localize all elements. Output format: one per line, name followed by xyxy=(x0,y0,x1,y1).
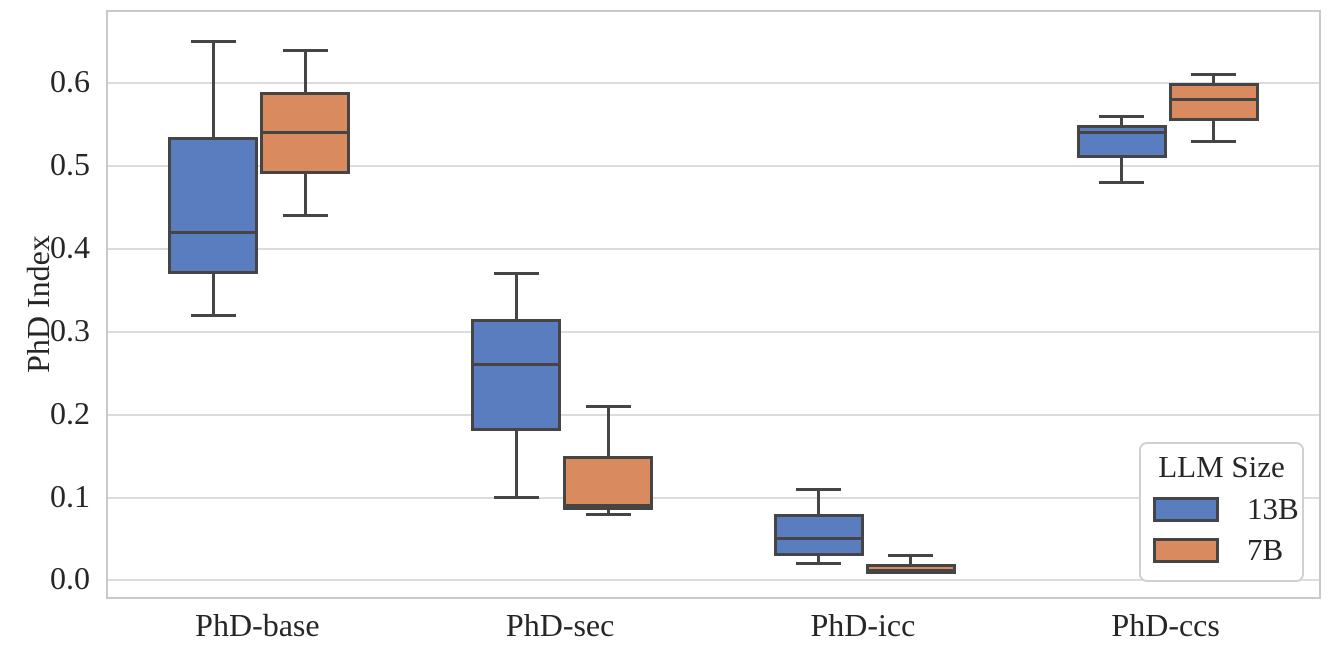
whisker xyxy=(211,41,215,138)
y-tick-label: 0.5 xyxy=(50,146,90,183)
whisker xyxy=(817,489,821,515)
whisker-cap xyxy=(493,272,539,276)
y-tick-label: 0.3 xyxy=(50,311,90,348)
legend-swatch-13b xyxy=(1153,496,1219,522)
median-line xyxy=(563,504,654,508)
gridline xyxy=(108,247,1319,250)
legend-title: LLM Size xyxy=(1158,449,1285,484)
whisker xyxy=(1212,74,1216,84)
median-line xyxy=(1168,98,1259,102)
whisker xyxy=(606,406,610,457)
whisker-cap xyxy=(282,214,328,218)
legend-item-7b: 7B xyxy=(1151,534,1292,566)
median-line xyxy=(168,230,259,234)
whisker xyxy=(817,555,821,564)
whisker xyxy=(1120,157,1124,183)
box xyxy=(865,563,956,573)
legend-label-13b: 13B xyxy=(1247,491,1299,526)
y-tick-label: 0.6 xyxy=(50,63,90,100)
median-line xyxy=(260,131,351,135)
median-line xyxy=(1076,131,1167,135)
box xyxy=(563,456,654,510)
x-tick-label: PhD-icc xyxy=(810,607,916,643)
whisker-cap xyxy=(493,496,539,500)
box xyxy=(168,137,259,274)
whisker xyxy=(303,174,307,216)
whisker-cap xyxy=(1191,73,1237,77)
whisker-cap xyxy=(190,40,236,44)
whisker-cap xyxy=(585,404,631,408)
whisker xyxy=(211,273,215,316)
whisker-cap xyxy=(585,512,631,516)
whisker xyxy=(606,509,610,515)
whisker xyxy=(514,273,518,320)
median-line xyxy=(773,537,864,541)
box xyxy=(1168,83,1259,121)
whisker xyxy=(909,555,913,564)
legend-label-7b: 7B xyxy=(1247,532,1284,567)
whisker xyxy=(1120,116,1124,125)
gridline xyxy=(108,579,1319,582)
legend: LLM Size 13B 7B xyxy=(1139,442,1304,582)
whisker-cap xyxy=(1099,181,1145,185)
whisker xyxy=(1212,120,1216,142)
box xyxy=(1076,124,1167,158)
gridline xyxy=(108,165,1319,168)
gridline xyxy=(108,496,1319,499)
median-line xyxy=(471,363,562,367)
box xyxy=(471,319,562,432)
x-tick-label: PhD-ccs xyxy=(1111,607,1220,643)
legend-swatch-7b xyxy=(1153,537,1219,563)
whisker-cap xyxy=(190,313,236,317)
whisker-cap xyxy=(888,554,934,558)
y-tick-label: 0.4 xyxy=(50,228,90,265)
whisker-cap xyxy=(796,487,842,491)
gridline xyxy=(108,413,1319,416)
x-tick-label: PhD-base xyxy=(195,607,320,643)
whisker xyxy=(303,50,307,92)
whisker-cap xyxy=(282,48,328,52)
gridline xyxy=(108,82,1319,85)
whisker-cap xyxy=(1099,114,1145,118)
whisker xyxy=(514,431,518,498)
whisker-cap xyxy=(1191,139,1237,143)
legend-item-13b: 13B xyxy=(1151,493,1299,525)
y-tick-label: 0.1 xyxy=(50,477,90,514)
x-tick-label: PhD-sec xyxy=(505,607,615,643)
y-tick-label: 0.0 xyxy=(50,560,90,597)
whisker-cap xyxy=(796,562,842,566)
gridline xyxy=(108,330,1319,333)
y-tick-label: 0.2 xyxy=(50,394,90,431)
box xyxy=(773,514,864,556)
plot-area xyxy=(106,10,1321,599)
median-line xyxy=(865,570,956,574)
